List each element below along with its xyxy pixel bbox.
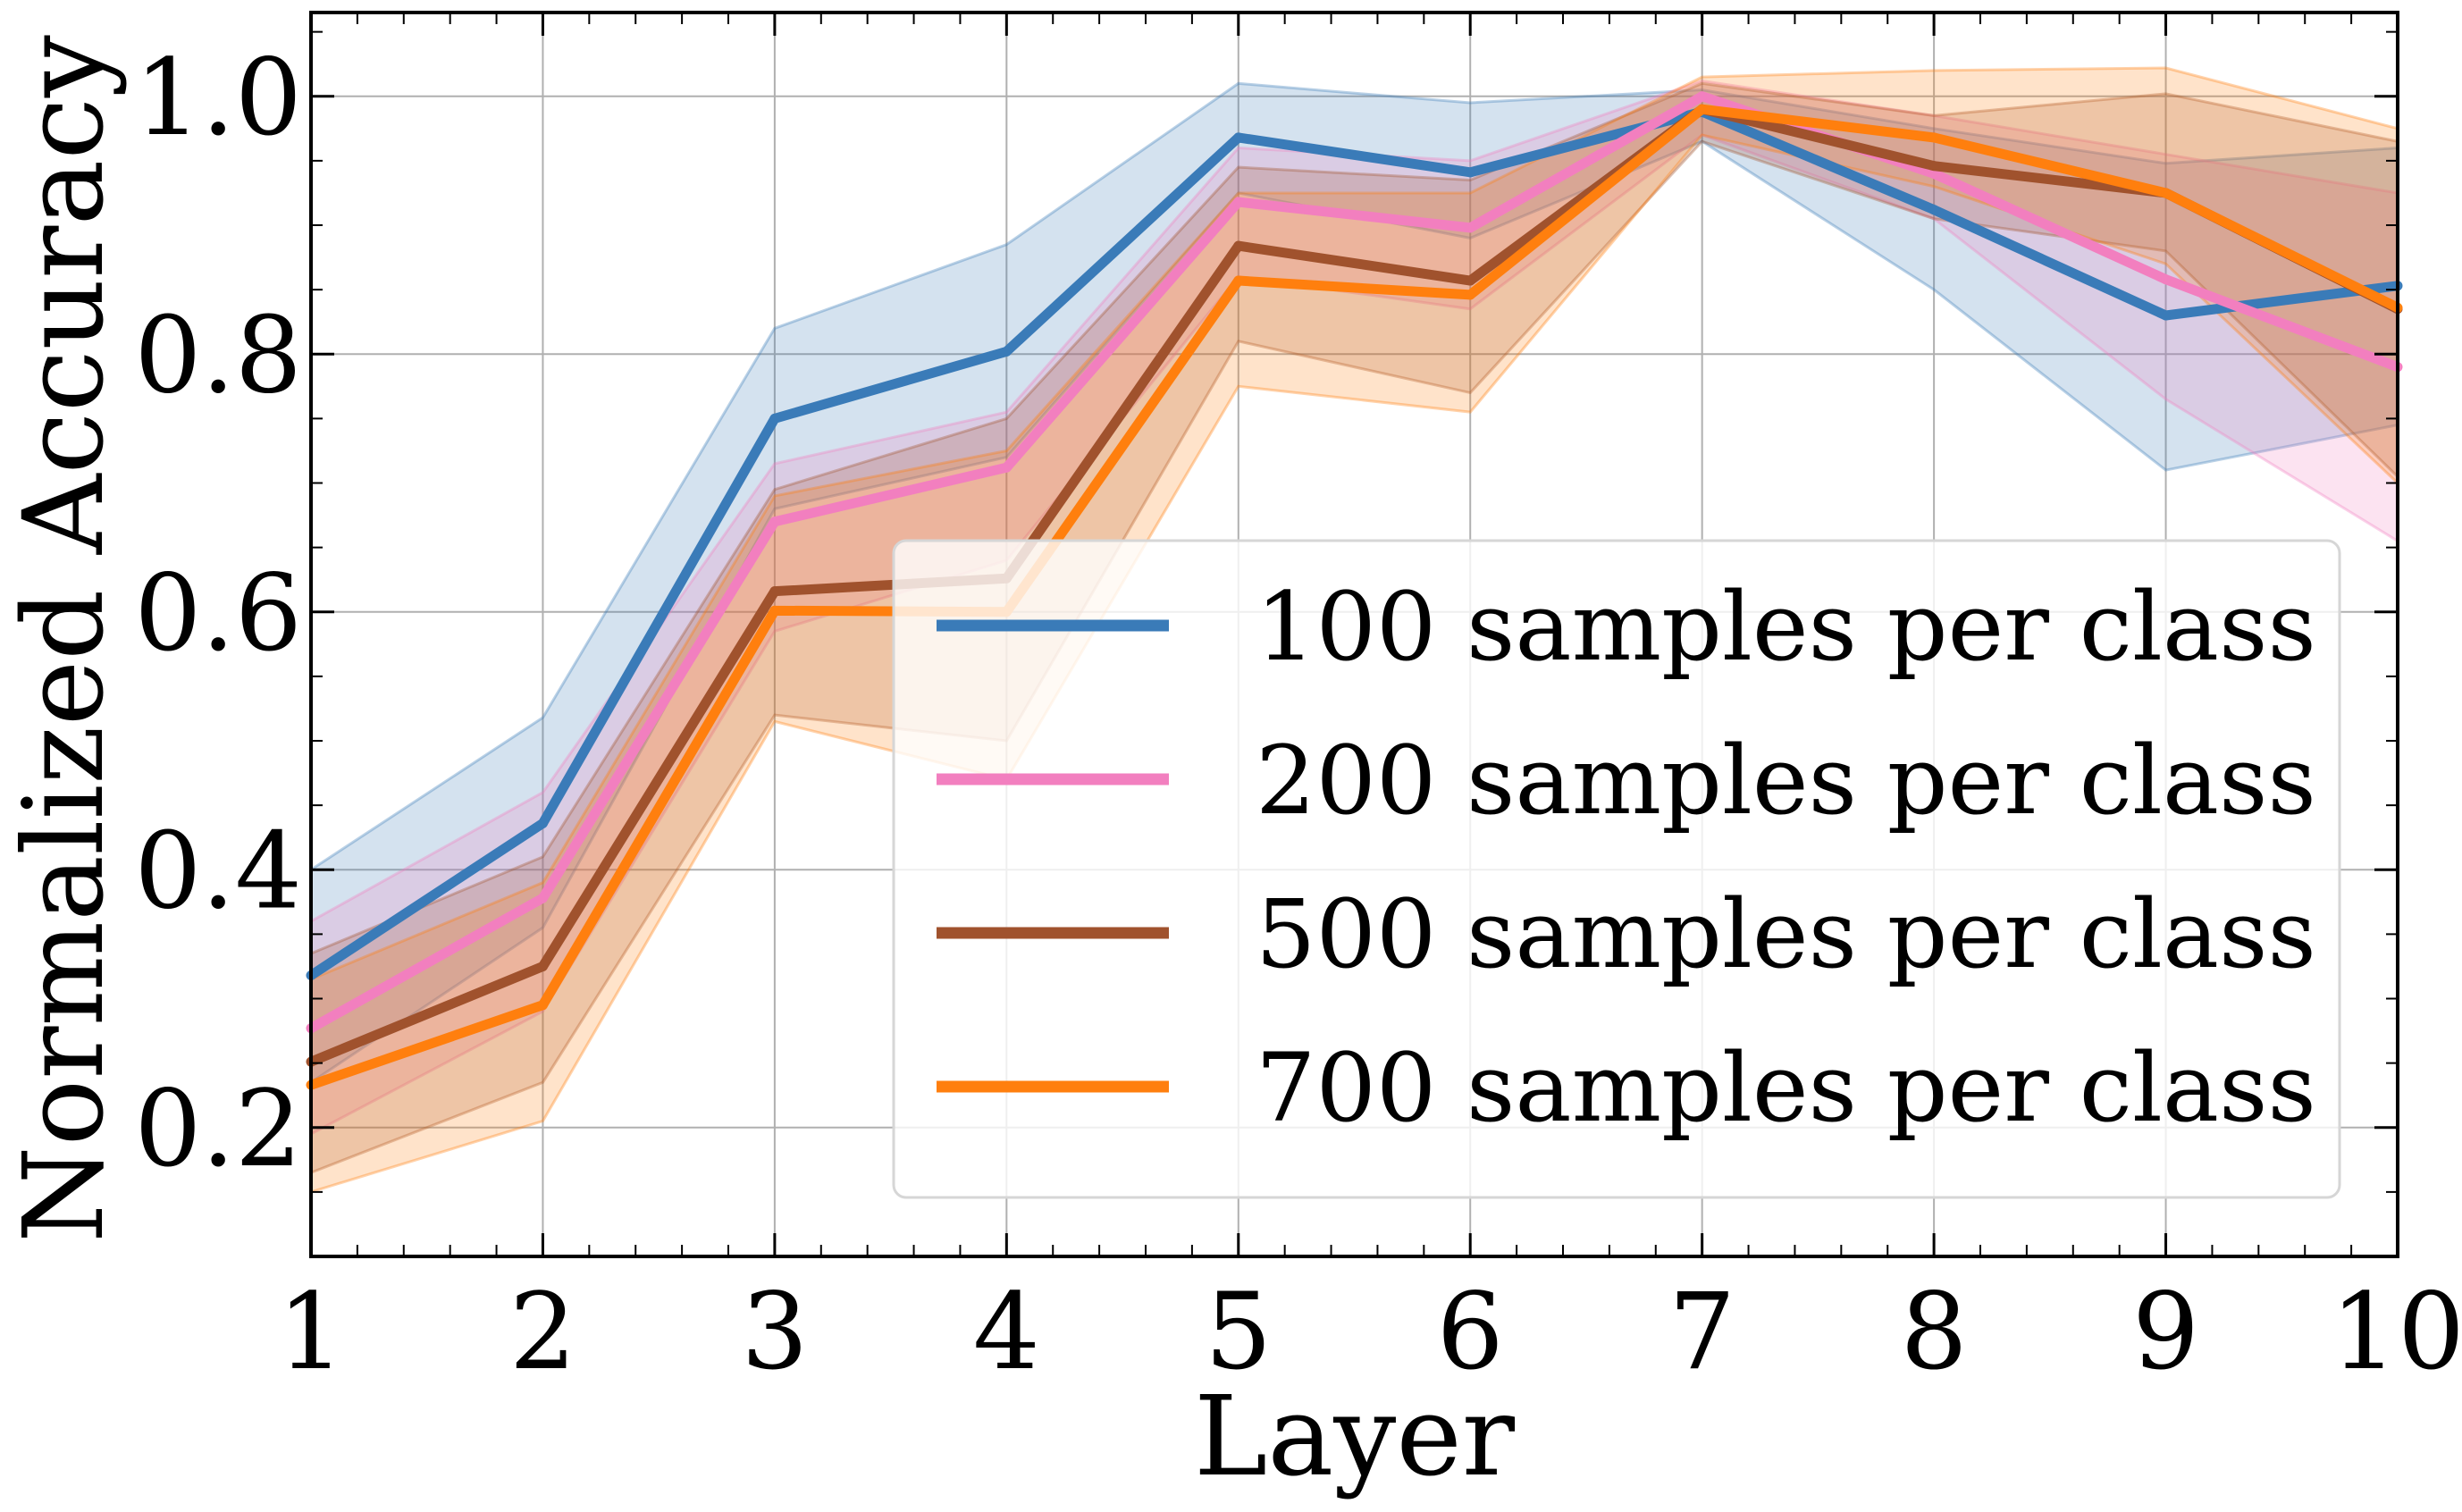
data-point-series-1 [1928, 205, 1939, 215]
y-tick-label: 0.4 [134, 809, 302, 932]
data-point-series-2 [769, 517, 780, 527]
legend-label-series-1: 100 samples per class [1256, 572, 2316, 682]
tick-labels: 1 2 3 4 5 6 7 8 9 10 0.2 0.4 0.6 0.8 1.0 [134, 36, 2462, 1393]
y-tick-label: 1.0 [134, 36, 302, 159]
series-line-3 [308, 104, 2400, 1067]
x-tick-label: 9 [2132, 1270, 2199, 1393]
data-point-series-2 [537, 893, 548, 903]
data-point-series-4 [537, 1000, 548, 1011]
x-tick-label: 8 [1901, 1270, 1968, 1393]
data-point-series-1 [1233, 132, 1244, 143]
data-point-series-2 [1233, 197, 1244, 207]
data-point-series-2 [1001, 462, 1012, 473]
y-tick-label: 0.2 [134, 1067, 302, 1190]
data-point-series-4 [1928, 132, 1939, 143]
data-point-series-2 [2161, 274, 2172, 285]
data-point-series-4 [1697, 104, 1708, 114]
data-point-series-1 [769, 413, 780, 424]
data-point-series-3 [1928, 161, 1939, 172]
x-tick-label: 2 [509, 1270, 576, 1393]
data-point-series-1 [1465, 167, 1475, 178]
x-tick-label: 10 [2331, 1270, 2462, 1393]
series-lines [306, 91, 2403, 1090]
y-tick-label: 0.6 [134, 551, 302, 675]
legend-label-series-4: 700 samples per class [1256, 1033, 2316, 1143]
data-point-series-4 [2161, 188, 2172, 198]
series-line-4 [309, 104, 2400, 1090]
axis-ticks [309, 13, 2399, 1256]
y-tick-label: 0.8 [134, 293, 302, 416]
legend: 100 samples per class 200 samples per cla… [892, 539, 2341, 1199]
legend-box [892, 539, 2341, 1199]
x-axis-label: Layer [1194, 1373, 1516, 1501]
data-point-series-1 [537, 818, 548, 828]
legend-label-series-2: 200 samples per class [1256, 726, 2316, 836]
data-point-series-1 [2161, 310, 2172, 321]
x-tick-label: 5 [1205, 1270, 1272, 1393]
y-axis-label: Normalized Accuracy [0, 35, 129, 1243]
x-tick-label: 3 [741, 1270, 808, 1393]
legend-label-series-3: 500 samples per class [1256, 879, 2316, 989]
plot-frame [309, 11, 2399, 1258]
data-point-series-4 [769, 605, 780, 616]
series-line-1 [307, 106, 2399, 980]
data-point-series-2 [1465, 223, 1475, 233]
data-point-series-4 [1233, 275, 1244, 286]
data-point-series-2 [1928, 168, 1939, 179]
data-point-series-2 [1697, 91, 1708, 102]
data-point-series-3 [769, 586, 780, 597]
data-point-series-1 [1001, 346, 1012, 357]
x-tick-label: 4 [973, 1270, 1040, 1393]
x-tick-label: 7 [1668, 1270, 1735, 1393]
data-point-series-4 [1465, 290, 1475, 300]
data-point-series-3 [537, 961, 548, 971]
series-line-2 [308, 91, 2399, 1033]
data-point-series-3 [1233, 240, 1244, 251]
x-tick-label: 6 [1437, 1270, 1504, 1393]
x-tick-label: 1 [277, 1270, 344, 1393]
data-point-series-3 [1465, 275, 1475, 286]
